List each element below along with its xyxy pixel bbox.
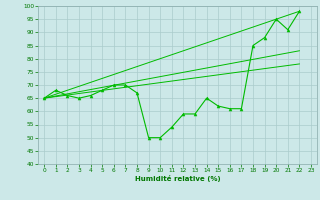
X-axis label: Humidité relative (%): Humidité relative (%) [135,175,220,182]
